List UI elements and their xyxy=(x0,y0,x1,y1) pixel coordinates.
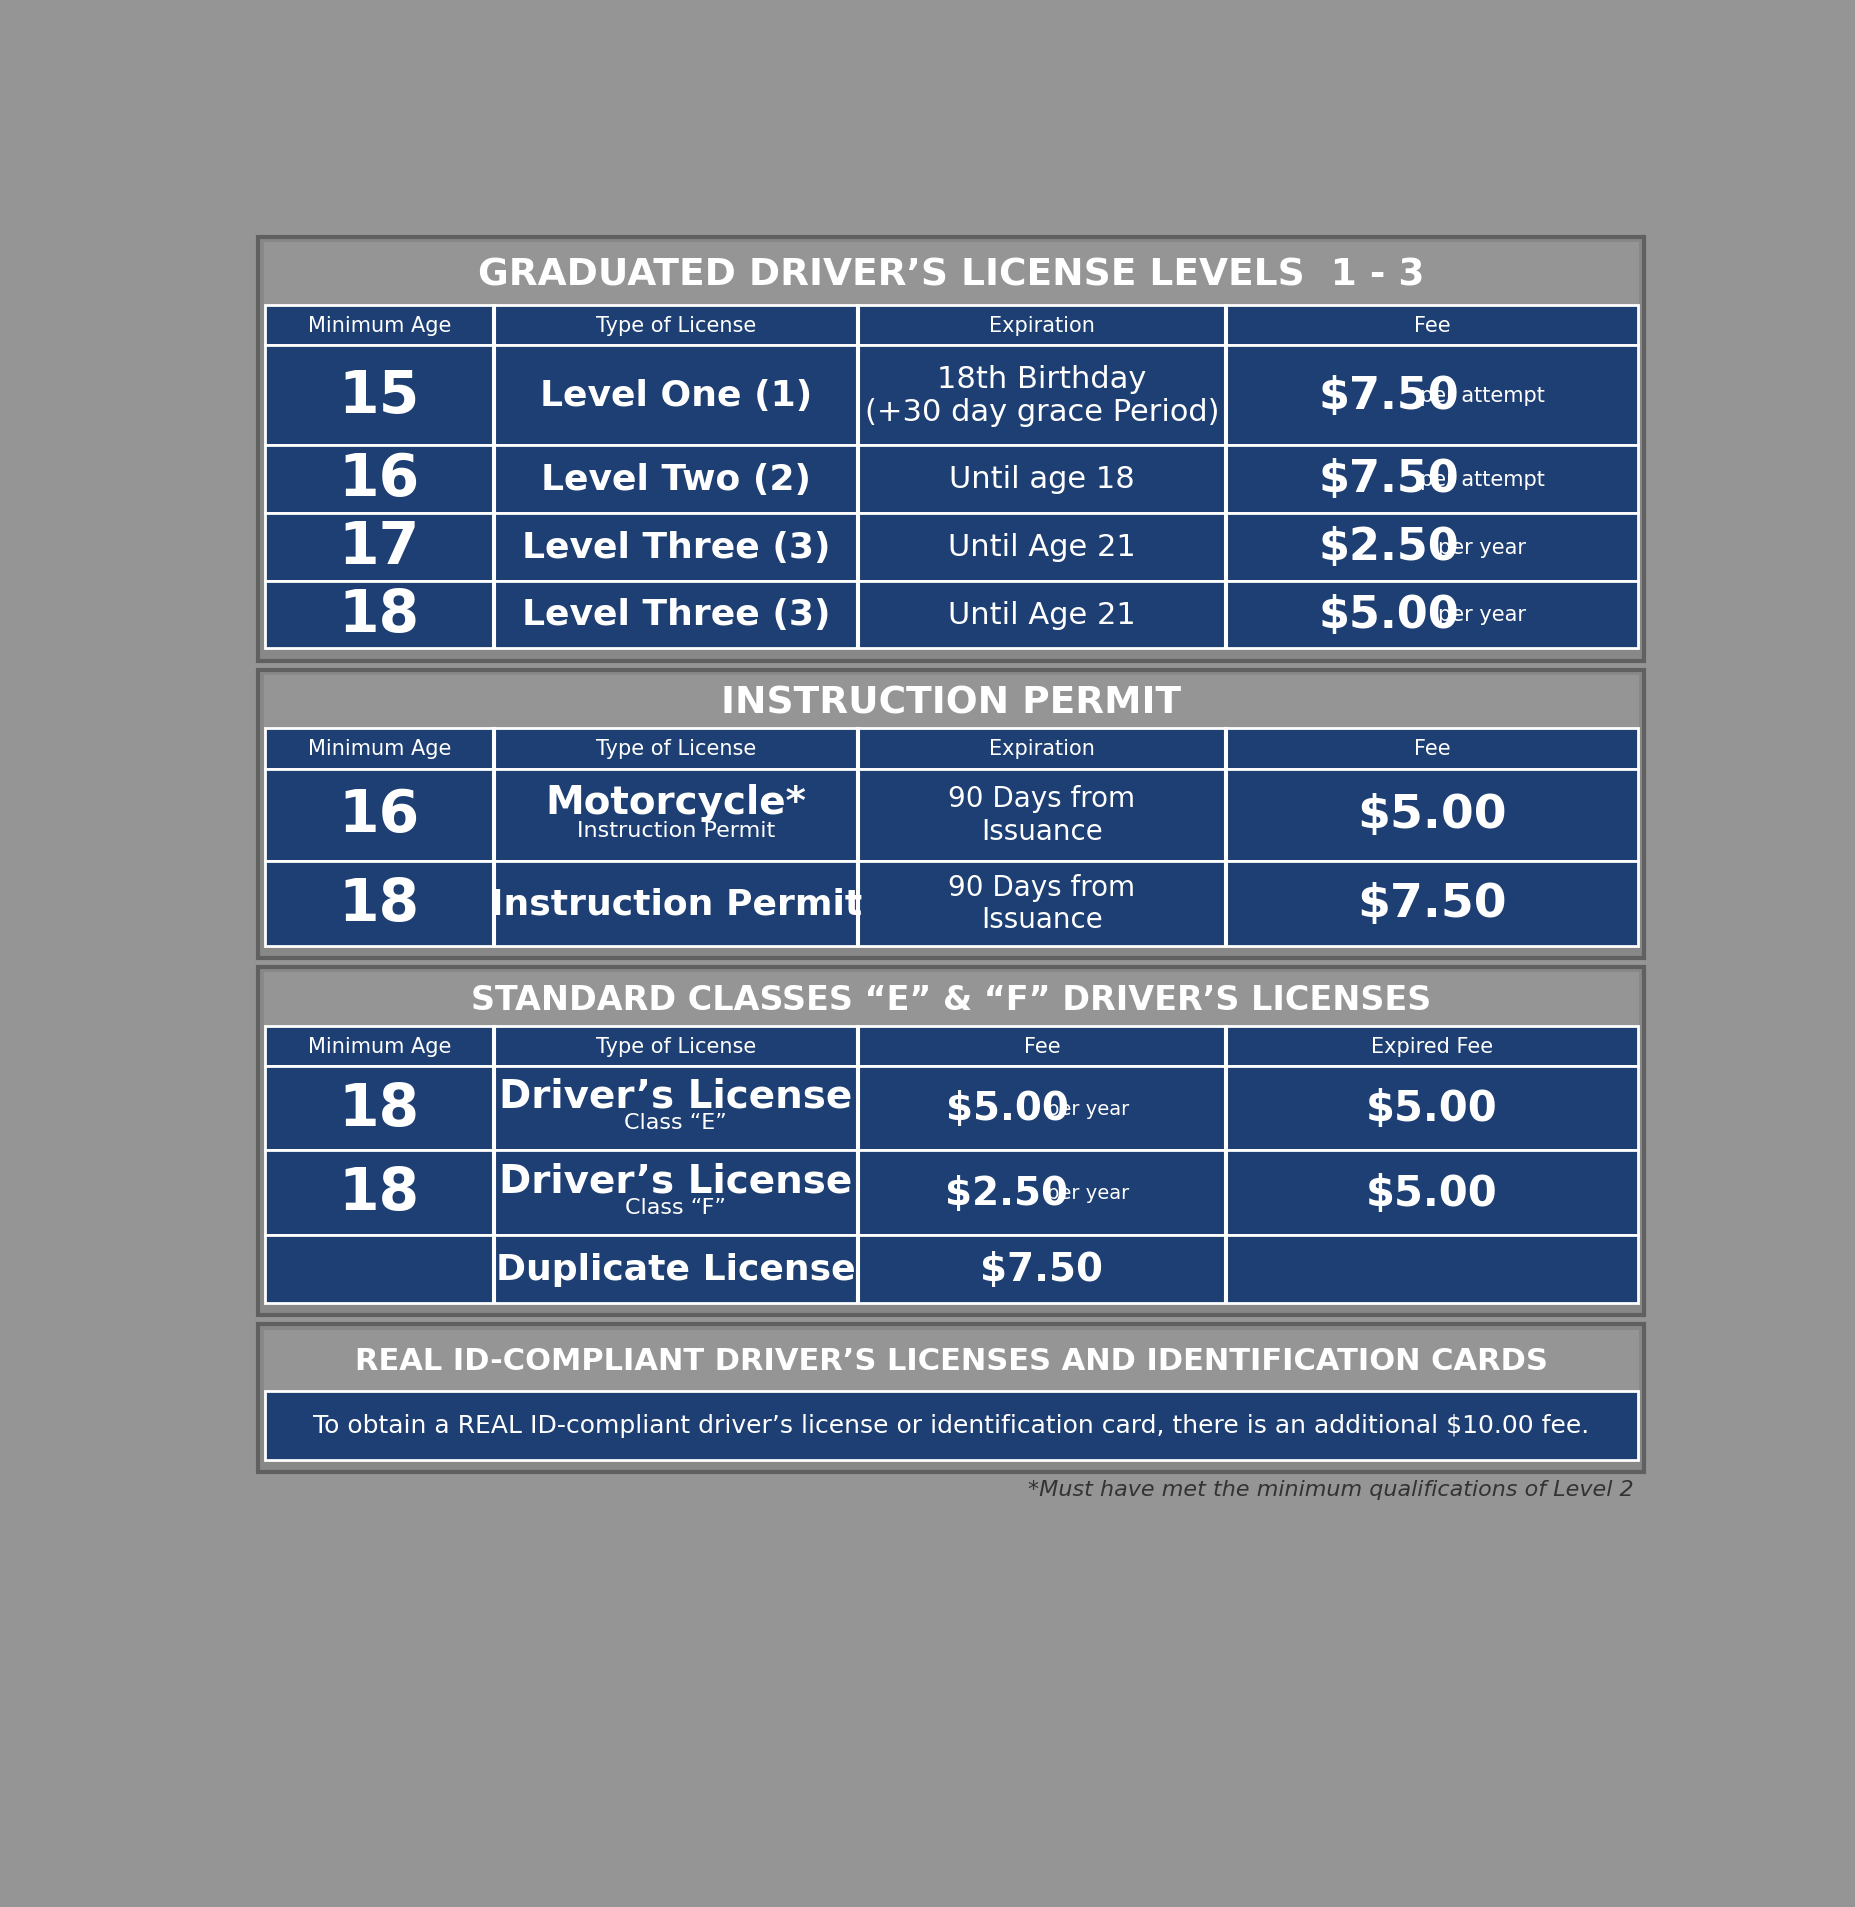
Text: Expired Fee: Expired Fee xyxy=(1371,1036,1491,1056)
Text: $2.50: $2.50 xyxy=(944,1175,1068,1213)
Text: $5.00: $5.00 xyxy=(1319,593,1458,637)
Text: Duplicate License: Duplicate License xyxy=(495,1253,855,1287)
Text: GRADUATED DRIVER’S LICENSE LEVELS  1 - 3: GRADUATED DRIVER’S LICENSE LEVELS 1 - 3 xyxy=(479,257,1423,294)
Bar xyxy=(265,974,1636,1026)
Text: $7.50: $7.50 xyxy=(1356,881,1506,927)
Text: 15: 15 xyxy=(338,368,419,425)
Text: 16: 16 xyxy=(338,788,419,843)
Bar xyxy=(265,446,1636,513)
Text: 18th Birthday
(+30 day grace Period): 18th Birthday (+30 day grace Period) xyxy=(864,364,1219,427)
Text: Type of License: Type of License xyxy=(595,1036,755,1056)
Bar xyxy=(265,1026,1636,1066)
Text: INSTRUCTION PERMIT: INSTRUCTION PERMIT xyxy=(722,685,1180,721)
Text: Instruction Permit: Instruction Permit xyxy=(490,887,861,921)
Text: Fee: Fee xyxy=(1414,740,1449,759)
Text: 18: 18 xyxy=(338,1165,419,1222)
Text: Type of License: Type of License xyxy=(595,740,755,759)
Text: per attempt: per attempt xyxy=(1419,385,1543,406)
Text: $5.00: $5.00 xyxy=(1356,793,1506,837)
Text: Fee: Fee xyxy=(1022,1036,1059,1056)
Bar xyxy=(265,1236,1636,1302)
Text: Driver’s License: Driver’s License xyxy=(499,1077,851,1116)
Text: Level One (1): Level One (1) xyxy=(540,379,811,412)
Text: Class “F”: Class “F” xyxy=(625,1198,725,1217)
Text: 17: 17 xyxy=(338,519,419,576)
Bar xyxy=(265,1066,1636,1150)
Text: Level Three (3): Level Three (3) xyxy=(521,530,829,564)
Text: $5.00: $5.00 xyxy=(944,1089,1068,1127)
Bar xyxy=(265,1390,1636,1461)
Bar xyxy=(265,582,1636,648)
Text: Fee: Fee xyxy=(1414,317,1449,336)
Text: $7.50: $7.50 xyxy=(1319,458,1458,502)
Text: 18: 18 xyxy=(338,587,419,645)
Text: Expiration: Expiration xyxy=(989,317,1094,336)
Text: Class “E”: Class “E” xyxy=(623,1112,727,1133)
Text: per year: per year xyxy=(1046,1184,1130,1203)
Text: Driver’s License: Driver’s License xyxy=(499,1161,851,1200)
Bar xyxy=(265,513,1636,582)
Text: 90 Days from
Issuance: 90 Days from Issuance xyxy=(948,873,1135,934)
Text: Level Two (2): Level Two (2) xyxy=(540,463,811,496)
Text: Type of License: Type of License xyxy=(595,317,755,336)
Text: *Must have met the minimum qualifications of Level 2: *Must have met the minimum qualification… xyxy=(1028,1480,1632,1499)
Text: per year: per year xyxy=(1046,1098,1130,1118)
Bar xyxy=(265,677,1636,728)
Bar xyxy=(265,1331,1636,1390)
Text: $5.00: $5.00 xyxy=(1365,1173,1497,1215)
Text: per year: per year xyxy=(1438,605,1525,625)
Bar xyxy=(265,244,1636,305)
Text: $7.50: $7.50 xyxy=(1319,374,1458,418)
Text: 16: 16 xyxy=(338,452,419,507)
Text: To obtain a REAL ID-compliant driver’s license or identification card, there is : To obtain a REAL ID-compliant driver’s l… xyxy=(313,1413,1588,1438)
Text: Motorcycle*: Motorcycle* xyxy=(545,784,805,822)
Text: $7.50: $7.50 xyxy=(979,1251,1102,1289)
Text: Until age 18: Until age 18 xyxy=(948,465,1133,494)
Text: per attempt: per attempt xyxy=(1419,469,1543,490)
Bar xyxy=(265,769,1636,862)
Bar xyxy=(265,345,1636,446)
Text: Minimum Age: Minimum Age xyxy=(308,1036,451,1056)
Text: 18: 18 xyxy=(338,875,419,933)
Text: 90 Days from
Issuance: 90 Days from Issuance xyxy=(948,786,1135,845)
Text: 18: 18 xyxy=(338,1079,419,1137)
Text: Until Age 21: Until Age 21 xyxy=(948,601,1135,629)
Bar xyxy=(258,967,1644,1316)
Text: $2.50: $2.50 xyxy=(1319,526,1458,568)
Bar xyxy=(265,305,1636,345)
Text: $5.00: $5.00 xyxy=(1365,1087,1497,1129)
Text: Minimum Age: Minimum Age xyxy=(308,317,451,336)
Bar xyxy=(265,862,1636,946)
Text: per year: per year xyxy=(1438,538,1525,557)
Text: Minimum Age: Minimum Age xyxy=(308,740,451,759)
Text: STANDARD CLASSES “E” & “F” DRIVER’S LICENSES: STANDARD CLASSES “E” & “F” DRIVER’S LICE… xyxy=(471,984,1430,1016)
Bar xyxy=(265,1150,1636,1236)
Bar xyxy=(258,1325,1644,1472)
Text: Level Three (3): Level Three (3) xyxy=(521,599,829,631)
Text: Instruction Permit: Instruction Permit xyxy=(577,820,775,841)
Bar xyxy=(265,728,1636,769)
Text: REAL ID-COMPLIANT DRIVER’S LICENSES AND IDENTIFICATION CARDS: REAL ID-COMPLIANT DRIVER’S LICENSES AND … xyxy=(354,1346,1547,1375)
Text: Until Age 21: Until Age 21 xyxy=(948,532,1135,563)
Bar xyxy=(258,671,1644,959)
Text: Expiration: Expiration xyxy=(989,740,1094,759)
Bar xyxy=(258,238,1644,662)
